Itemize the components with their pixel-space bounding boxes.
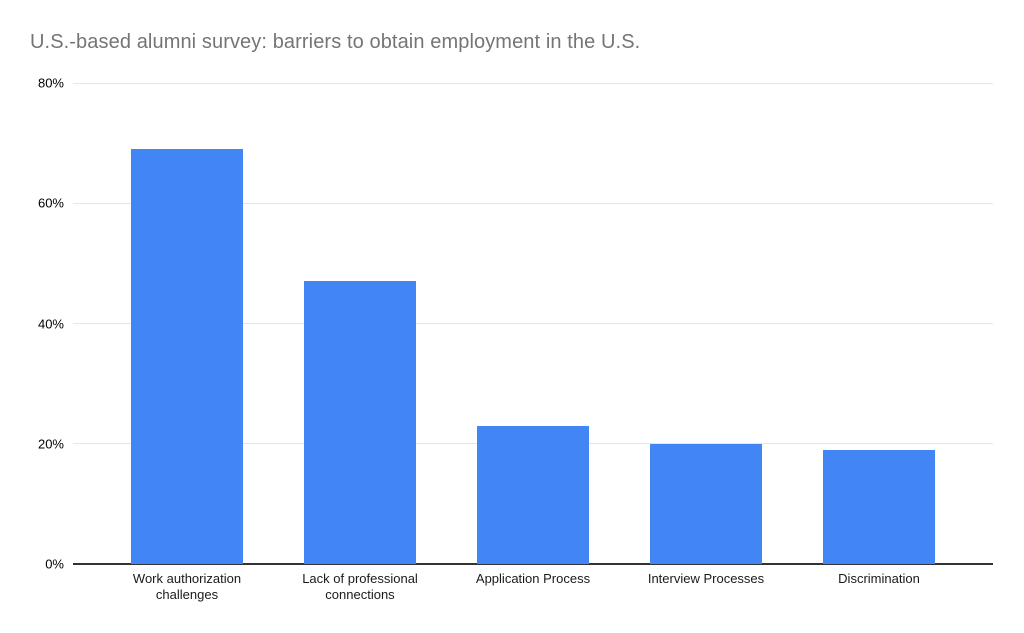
bar-5 [823,449,935,564]
bar-1 [131,149,243,564]
bar-4 [650,443,762,564]
bar-3 [477,425,589,564]
category-label: Application Process [475,571,591,586]
bar-2 [304,281,416,564]
bars-row [73,83,993,564]
y-axis-tick-label: 40% [37,316,64,331]
category-label: Interview Processes [647,571,765,586]
gridline [73,323,993,324]
category-label: Discrimination [838,571,920,586]
x-axis-line [73,563,993,565]
y-axis-tick-label: 20% [37,436,64,452]
category-label: Lack of professional connections [302,571,418,602]
chart-title: U.S.-based alumni survey: barriers to ob… [30,31,641,53]
y-axis-tick-label: 60% [37,195,64,211]
gridline [73,202,993,204]
gridline [73,82,993,84]
x-axis-labels-row: Work authorization challenges Lack of pro… [73,571,993,603]
y-axis-tick-label: 0% [45,556,64,572]
category-label: Work authorization challenges [132,571,242,602]
y-axis-tick-label: 80% [37,75,64,91]
plot-area: 0% 20% 40% 60% 80% Work authorization challen… [38,76,993,602]
